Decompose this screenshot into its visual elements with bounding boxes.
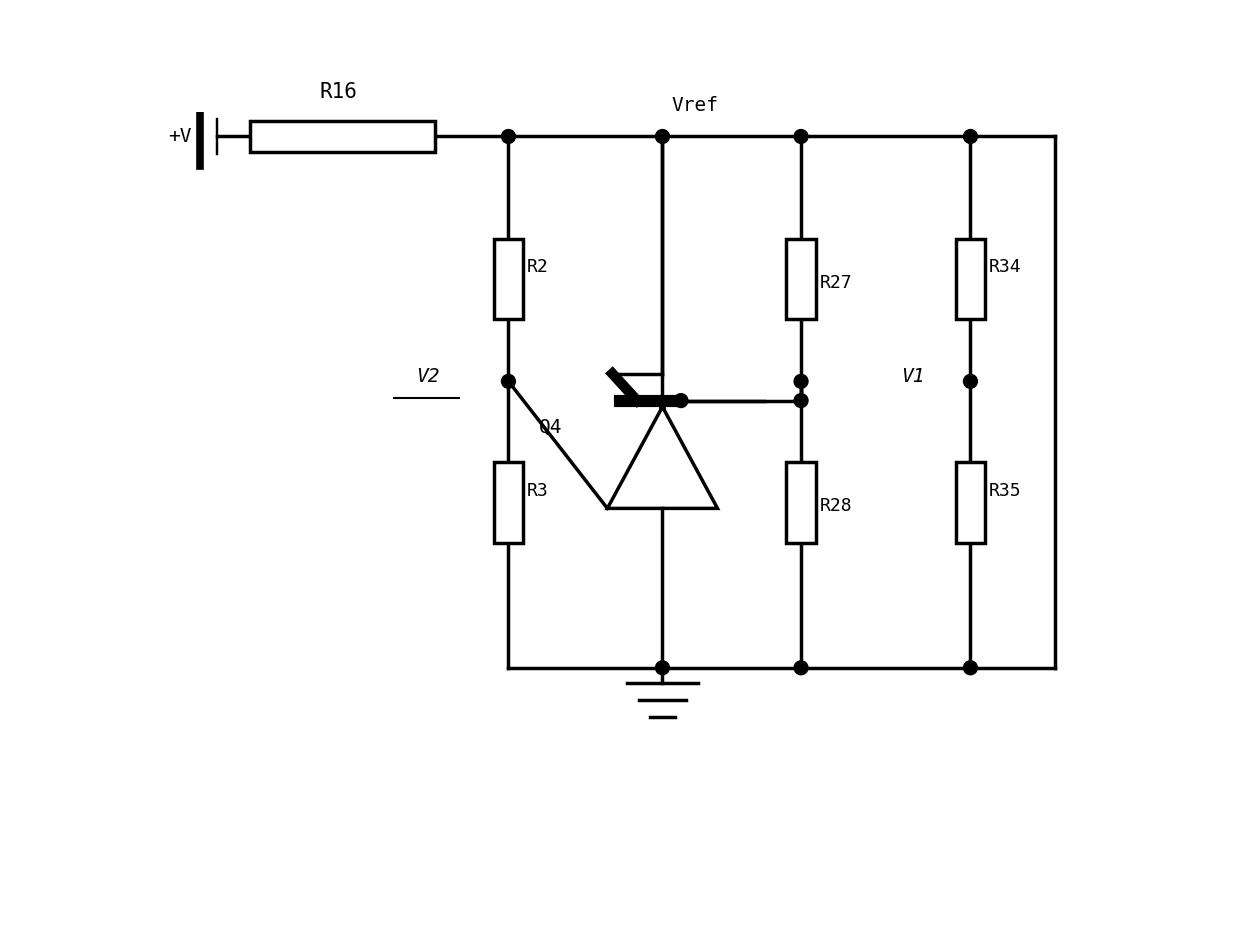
Circle shape — [501, 375, 516, 389]
Text: R16: R16 — [320, 82, 357, 102]
Text: R3: R3 — [527, 482, 548, 500]
Circle shape — [794, 375, 808, 389]
Text: R34: R34 — [990, 258, 1022, 277]
Text: Vref: Vref — [672, 96, 719, 115]
Text: +V: +V — [167, 127, 191, 146]
Circle shape — [794, 393, 808, 407]
Bar — [786, 239, 816, 320]
Circle shape — [963, 375, 977, 389]
Bar — [786, 461, 816, 542]
Circle shape — [794, 130, 808, 144]
Circle shape — [794, 661, 808, 675]
Text: R35: R35 — [990, 482, 1022, 500]
Bar — [956, 239, 985, 320]
Bar — [250, 121, 435, 152]
Text: R2: R2 — [527, 258, 548, 277]
Text: Q4: Q4 — [539, 418, 563, 437]
Circle shape — [963, 130, 977, 144]
Bar — [494, 461, 523, 542]
Text: V1: V1 — [901, 367, 925, 386]
Text: V2: V2 — [415, 367, 439, 386]
Circle shape — [675, 393, 688, 407]
Circle shape — [656, 661, 670, 675]
Circle shape — [501, 130, 516, 144]
Bar — [956, 461, 985, 542]
Circle shape — [656, 130, 670, 144]
Bar — [494, 239, 523, 320]
Circle shape — [963, 661, 977, 675]
Text: R27: R27 — [820, 274, 852, 292]
Text: R28: R28 — [820, 497, 852, 515]
